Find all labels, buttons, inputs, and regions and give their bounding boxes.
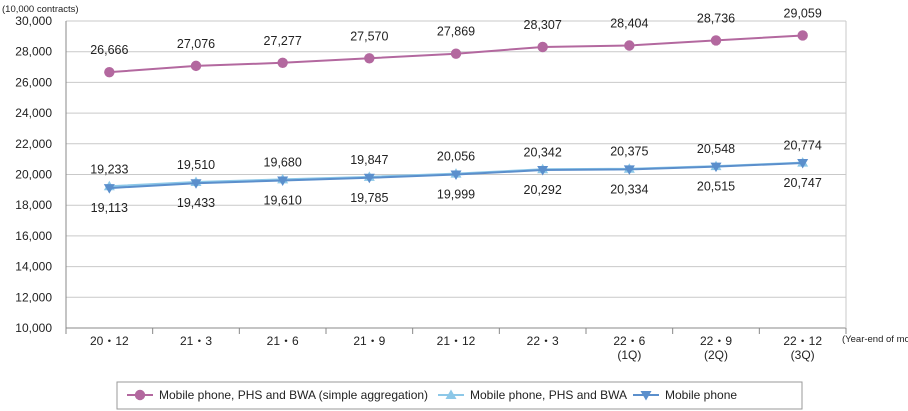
y-tick-label: 10,000 xyxy=(15,321,52,335)
x-tick-label: 21・12 xyxy=(437,334,476,348)
data-point xyxy=(537,41,548,53)
x-tick-label: 21・9 xyxy=(353,334,385,348)
data-label: 28,307 xyxy=(524,18,562,32)
y-tick-label: 28,000 xyxy=(15,45,52,59)
data-label: 19,113 xyxy=(91,201,128,215)
y-tick-label: 12,000 xyxy=(15,290,52,304)
y-tick-label: 16,000 xyxy=(15,229,52,243)
y-tick-label: 30,000 xyxy=(15,14,52,28)
data-label: 20,747 xyxy=(784,176,822,190)
y-tick-label: 22,000 xyxy=(15,137,52,151)
data-point xyxy=(623,165,635,175)
x-tick-label: 21・6 xyxy=(267,334,299,348)
data-point xyxy=(277,57,288,68)
data-point xyxy=(537,166,549,176)
y-tick-label: 20,000 xyxy=(15,168,52,182)
x-tick-label: 22・3 xyxy=(527,334,559,348)
data-point xyxy=(104,66,115,78)
data-label: 20,056 xyxy=(437,150,475,164)
data-labels-layer: 26,666 27,076 27,277 27,570 27,869 28,307 28,4… xyxy=(90,6,822,215)
data-label: 27,076 xyxy=(177,37,215,51)
series-1 xyxy=(104,30,808,78)
data-point xyxy=(277,176,289,186)
x-tick-label: 22・9 xyxy=(700,334,732,348)
data-label: 20,774 xyxy=(784,139,822,153)
legend-label: Mobile phone, PHS and BWA (simple aggreg… xyxy=(159,388,428,402)
data-point xyxy=(624,40,635,51)
data-point xyxy=(190,179,202,189)
legend-item-3: Mobile phone xyxy=(633,388,737,402)
gridlines xyxy=(66,20,846,298)
x-tick-label: (2Q) xyxy=(704,348,728,362)
legend-label: Mobile phone, PHS and BWA xyxy=(470,388,627,402)
x-tick-label: 22・12 xyxy=(783,334,822,348)
data-point xyxy=(640,391,652,401)
data-point xyxy=(450,48,462,59)
data-label: 19,999 xyxy=(437,188,475,202)
y-tick-label: 24,000 xyxy=(15,106,52,120)
axes xyxy=(65,21,847,334)
y-tick-labels: 10,000 12,000 14,000 16,000 18,000 20,000 22,0… xyxy=(15,14,52,335)
data-point xyxy=(450,170,462,181)
data-point xyxy=(103,184,115,194)
data-label: 20,292 xyxy=(524,183,562,197)
legend-item-1: Mobile phone, PHS and BWA (simple aggreg… xyxy=(127,388,428,402)
data-point xyxy=(710,162,722,173)
x-tick-label: 22・6 xyxy=(613,334,645,348)
data-label: 19,785 xyxy=(350,191,388,205)
data-point xyxy=(363,173,375,184)
x-tick-label: 20・12 xyxy=(90,334,129,348)
series-layer xyxy=(103,30,809,194)
data-label: 20,548 xyxy=(697,142,735,156)
data-point xyxy=(710,35,722,46)
data-point xyxy=(445,389,457,399)
x-tick-label: (3Q) xyxy=(791,348,815,362)
x-tick-label: 21・3 xyxy=(180,334,212,348)
data-point xyxy=(190,60,202,72)
y-tick-label: 18,000 xyxy=(15,198,52,212)
data-point xyxy=(797,30,808,41)
series-3 xyxy=(103,159,809,194)
data-label: 27,869 xyxy=(437,25,475,39)
data-label: 29,059 xyxy=(784,6,822,20)
x-tick-label: (1Q) xyxy=(617,348,641,362)
data-label: 27,570 xyxy=(350,29,388,43)
data-label: 19,610 xyxy=(264,193,302,207)
y-tick-label: 14,000 xyxy=(15,260,52,274)
data-label: 20,515 xyxy=(697,180,735,194)
x-axis-title: (Year-end of month) xyxy=(842,334,908,345)
data-point xyxy=(134,389,146,401)
data-label: 19,433 xyxy=(177,196,215,210)
data-point xyxy=(364,53,375,64)
data-label: 19,510 xyxy=(177,158,215,172)
data-label: 26,666 xyxy=(90,43,128,57)
data-label: 19,847 xyxy=(350,153,388,167)
data-label: 28,736 xyxy=(697,11,735,25)
data-label: 20,342 xyxy=(524,145,562,159)
data-label: 20,375 xyxy=(610,145,648,159)
legend-item-2: Mobile phone, PHS and BWA xyxy=(438,388,627,402)
y-tick-label: 26,000 xyxy=(15,75,52,89)
legend-label: Mobile phone xyxy=(665,388,737,402)
data-label: 20,334 xyxy=(610,182,648,196)
data-point xyxy=(797,159,809,169)
x-tick-labels: 20・12 21・3 21・6 21・9 21・12 22・3 22・6(1Q) 22・9(2… xyxy=(90,334,822,362)
data-label: 19,233 xyxy=(90,162,128,176)
data-label: 28,404 xyxy=(610,16,648,30)
data-label: 19,680 xyxy=(264,155,302,169)
data-label: 27,277 xyxy=(264,34,302,48)
y-axis-title: (10,000 contracts) xyxy=(2,4,79,15)
legend: Mobile phone, PHS and BWA (simple aggreg… xyxy=(116,381,803,410)
